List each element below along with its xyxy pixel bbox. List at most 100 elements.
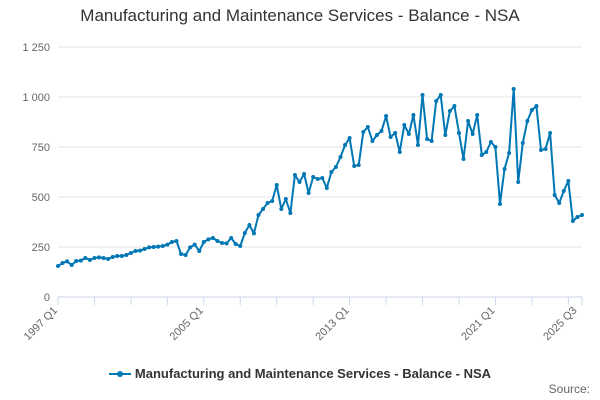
data-point bbox=[502, 167, 507, 171]
data-point bbox=[443, 133, 448, 137]
data-point bbox=[557, 201, 562, 205]
data-point bbox=[538, 148, 543, 152]
data-point bbox=[388, 135, 393, 139]
data-point bbox=[343, 143, 348, 147]
data-point bbox=[220, 241, 225, 245]
data-point bbox=[142, 247, 147, 251]
data-point bbox=[365, 125, 370, 129]
data-point bbox=[288, 211, 293, 215]
data-point bbox=[87, 258, 92, 262]
y-tick-label: 0 bbox=[44, 292, 50, 304]
data-point bbox=[529, 108, 534, 112]
data-point bbox=[83, 256, 88, 260]
data-point bbox=[561, 189, 566, 193]
data-point bbox=[60, 261, 65, 265]
data-point bbox=[356, 163, 361, 167]
data-point bbox=[420, 93, 425, 97]
data-point bbox=[56, 264, 60, 268]
data-point bbox=[397, 150, 402, 154]
data-point bbox=[484, 150, 489, 154]
data-point bbox=[374, 133, 379, 137]
data-point bbox=[183, 253, 188, 257]
data-point bbox=[384, 114, 389, 118]
data-point bbox=[434, 99, 439, 103]
data-point bbox=[406, 132, 411, 136]
data-point bbox=[156, 244, 161, 249]
y-tick-label: 1 250 bbox=[22, 42, 50, 54]
data-point bbox=[393, 131, 398, 135]
data-point bbox=[370, 139, 375, 143]
data-point bbox=[329, 170, 334, 174]
data-point bbox=[456, 131, 461, 135]
data-point bbox=[224, 241, 229, 246]
data-point bbox=[575, 215, 580, 219]
data-point bbox=[320, 176, 325, 180]
data-point bbox=[466, 119, 471, 123]
data-point bbox=[147, 245, 152, 250]
data-point bbox=[169, 240, 174, 244]
legend-label: Manufacturing and Maintenance Services -… bbox=[134, 366, 492, 381]
data-point bbox=[206, 237, 211, 242]
data-point bbox=[197, 249, 202, 253]
source-label: Source: bbox=[548, 382, 590, 396]
data-point bbox=[160, 244, 165, 248]
data-point bbox=[425, 137, 430, 141]
data-point bbox=[361, 130, 366, 134]
data-point bbox=[92, 256, 97, 260]
data-point bbox=[402, 123, 407, 127]
data-point bbox=[201, 240, 206, 244]
y-axis-ticks: 0 250 500 750 1 000 1 250 bbox=[22, 42, 50, 304]
data-point bbox=[552, 193, 557, 197]
data-point bbox=[470, 132, 475, 136]
x-tick-label: 2013 Q1 bbox=[313, 305, 351, 343]
data-point bbox=[297, 180, 302, 184]
data-point bbox=[570, 219, 575, 223]
data-point bbox=[215, 239, 220, 243]
data-point bbox=[138, 248, 143, 253]
data-point bbox=[306, 191, 311, 195]
data-point bbox=[165, 242, 170, 247]
y-tick-label: 1 000 bbox=[22, 92, 50, 104]
data-point bbox=[256, 213, 261, 217]
data-point bbox=[415, 143, 420, 147]
data-point bbox=[119, 254, 124, 258]
data-point bbox=[69, 263, 74, 267]
data-point bbox=[283, 197, 288, 201]
data-point bbox=[411, 113, 416, 117]
data-point bbox=[543, 147, 548, 151]
data-point bbox=[302, 172, 307, 176]
data-point bbox=[311, 175, 316, 179]
data-point bbox=[247, 223, 252, 227]
data-point bbox=[261, 207, 266, 211]
data-point bbox=[97, 255, 102, 260]
data-point bbox=[101, 256, 106, 260]
data-point bbox=[497, 202, 502, 206]
data-point bbox=[210, 236, 215, 240]
data-point bbox=[511, 87, 516, 91]
chart-title: Manufacturing and Maintenance Services -… bbox=[80, 6, 520, 25]
data-point bbox=[124, 253, 129, 257]
data-point bbox=[333, 165, 338, 169]
data-point bbox=[429, 139, 434, 143]
data-point bbox=[251, 231, 256, 236]
data-point bbox=[566, 179, 571, 183]
y-tick-label: 500 bbox=[32, 192, 50, 204]
data-point bbox=[488, 140, 493, 144]
data-point bbox=[534, 104, 539, 108]
data-point bbox=[65, 259, 70, 264]
series-layer bbox=[56, 87, 584, 268]
y-tick-label: 250 bbox=[32, 242, 50, 254]
data-point bbox=[580, 213, 584, 217]
gridlines bbox=[58, 46, 582, 248]
data-point bbox=[274, 183, 279, 187]
data-point bbox=[324, 186, 329, 190]
data-point bbox=[520, 141, 525, 145]
legend[interactable]: Manufacturing and Maintenance Services -… bbox=[0, 366, 600, 381]
data-point bbox=[238, 244, 243, 248]
legend-line-marker-icon bbox=[108, 368, 131, 380]
data-point bbox=[475, 113, 480, 117]
data-point bbox=[174, 239, 179, 243]
data-point bbox=[352, 164, 357, 168]
data-point bbox=[78, 258, 83, 263]
